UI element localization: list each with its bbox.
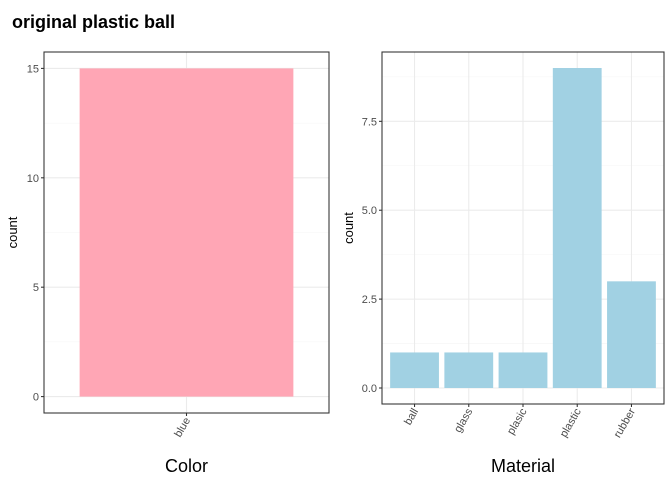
figure-title: original plastic ball — [12, 12, 175, 32]
bar-glass — [444, 352, 494, 388]
bar-plastic — [552, 68, 602, 388]
bar-blue — [79, 68, 294, 397]
y-tick-label: 10 — [27, 173, 39, 185]
y-tick-label: 0.0 — [362, 383, 377, 395]
x-tick-label: blue — [172, 416, 193, 440]
x-axis-title: Material — [491, 456, 555, 476]
y-tick-label: 7.5 — [362, 116, 377, 128]
y-tick-label: 5 — [33, 282, 39, 294]
y-tick-label: 5.0 — [362, 205, 377, 217]
x-tick-label: rubber — [612, 406, 638, 440]
x-tick-label: plastic — [558, 406, 584, 439]
x-tick-label: glass — [452, 406, 475, 435]
y-tick-label: 2.5 — [362, 294, 377, 306]
y-tick-label: 0 — [33, 392, 39, 404]
bar-ball — [390, 352, 439, 388]
y-axis-title: count — [5, 216, 20, 248]
x-axis-title: Color — [165, 456, 208, 476]
color-chart: 0 5 10 15 blue count Color — [5, 51, 330, 476]
material-chart: 0.0 2.5 5.0 7.5 ball glass plasic plastic rubber… — [341, 51, 665, 476]
y-tick-label: 15 — [27, 63, 39, 75]
x-tick-label: plasic — [505, 406, 530, 437]
bar-rubber — [607, 281, 656, 388]
y-axis-title: count — [341, 212, 356, 244]
bar-plasic — [498, 352, 548, 388]
x-tick-label: ball — [402, 407, 421, 428]
